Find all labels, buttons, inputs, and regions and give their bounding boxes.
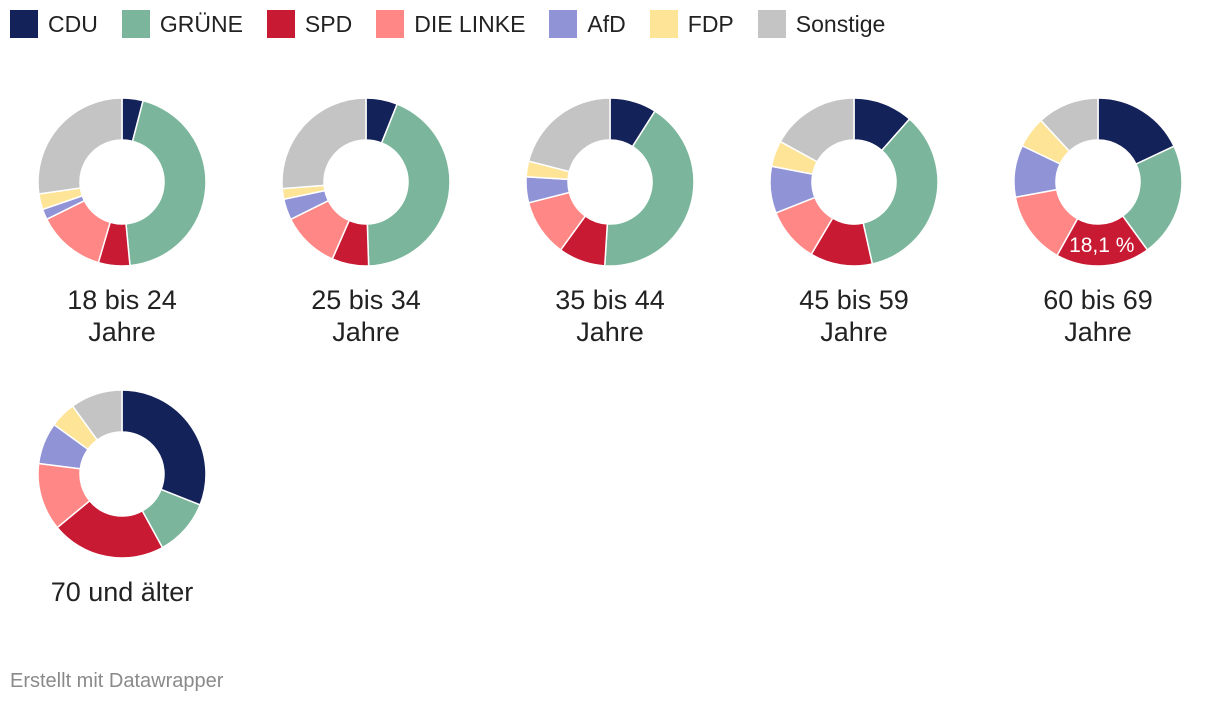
donut-slice-cdu[interactable] <box>121 390 206 506</box>
legend-item: DIE LINKE <box>376 10 525 38</box>
donut-slice-grüne[interactable] <box>366 103 450 266</box>
legend-swatch <box>757 10 786 38</box>
legend-swatch <box>10 10 38 38</box>
legend-item: FDP <box>649 10 734 38</box>
donut-chart: 18 bis 24 Jahre <box>12 98 232 348</box>
donut-chart: 70 und älter <box>12 390 232 608</box>
donut-slice-grüne[interactable] <box>603 110 694 266</box>
donut-slice-sonstige[interactable] <box>38 98 123 195</box>
donut-label: 35 bis 44 Jahre <box>500 284 720 348</box>
donut-chart: 25 bis 34 Jahre <box>256 98 476 348</box>
legend-label: AfD <box>587 10 626 37</box>
donut-slice-grüne[interactable] <box>1121 145 1182 252</box>
donut-chart: 45 bis 59 Jahre <box>744 98 964 348</box>
legend-item: AfD <box>549 10 626 38</box>
donut-label: 70 und älter <box>12 576 232 608</box>
legend-label: GRÜNE <box>159 10 243 37</box>
donut-svg <box>38 390 206 558</box>
donut-label-line1: 45 bis 59 <box>799 285 909 315</box>
donut-label: 60 bis 69 Jahre <box>988 284 1208 348</box>
donut-label-line1: 60 bis 69 <box>1043 285 1153 315</box>
legend-swatch <box>266 10 295 38</box>
donut-slice-sonstige[interactable] <box>1039 98 1099 153</box>
donut-svg <box>526 98 694 266</box>
legend-item: SPD <box>266 10 353 38</box>
legend-item: Sonstige <box>757 10 886 38</box>
donut-label-line1: 35 bis 44 <box>555 285 665 315</box>
donut-svg: 18,1 % <box>1014 98 1182 266</box>
donut-label-line2: Jahre <box>1064 317 1132 347</box>
legend: CDU GRÜNE SPD DIE LINKE AfD FDP Sonstige <box>10 8 909 40</box>
donut-slice-sonstige[interactable] <box>527 98 611 173</box>
legend-label: Sonstige <box>795 10 886 37</box>
legend-label: FDP <box>687 10 734 37</box>
donut-label-line1: 25 bis 34 <box>311 285 421 315</box>
donut-slice-sonstige[interactable] <box>779 98 855 163</box>
donut-slice-grüne[interactable] <box>125 99 206 266</box>
donut-svg <box>770 98 938 266</box>
legend-item: GRÜNE <box>121 10 243 38</box>
legend-swatch <box>649 10 678 38</box>
donut-label-line1: 70 und älter <box>50 577 194 607</box>
legend-label: CDU <box>48 10 98 37</box>
legend-label: DIE LINKE <box>414 10 526 37</box>
donut-label: 25 bis 34 Jahre <box>256 284 476 348</box>
donut-slice-spd[interactable] <box>56 499 164 558</box>
donut-slice-sonstige[interactable] <box>282 98 367 190</box>
donut-svg <box>282 98 450 266</box>
donut-label-line2: Jahre <box>576 317 644 347</box>
legend-swatch <box>121 10 150 38</box>
donut-label: 18 bis 24 Jahre <box>12 284 232 348</box>
donut-chart: 35 bis 44 Jahre <box>500 98 720 348</box>
legend-label: SPD <box>304 10 353 37</box>
footer-credit: Erstellt mit Datawrapper <box>10 670 224 692</box>
donut-chart: 18,1 % 60 bis 69 Jahre <box>988 98 1208 348</box>
donut-label-line2: Jahre <box>332 317 400 347</box>
donut-label-line2: Jahre <box>88 317 156 347</box>
legend-swatch <box>376 10 405 38</box>
donut-slice-sonstige[interactable] <box>71 390 123 442</box>
donut-label-line1: 18 bis 24 <box>67 285 177 315</box>
data-label: 18,1 % <box>1069 234 1134 257</box>
legend-item: CDU <box>10 10 98 38</box>
donut-svg <box>38 98 206 266</box>
donut-label: 45 bis 59 Jahre <box>744 284 964 348</box>
donut-slice-grüne[interactable] <box>862 117 938 265</box>
donut-label-line2: Jahre <box>820 317 888 347</box>
legend-swatch <box>549 10 578 38</box>
